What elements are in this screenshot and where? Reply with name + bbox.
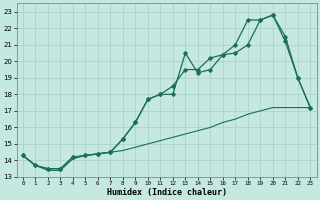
X-axis label: Humidex (Indice chaleur): Humidex (Indice chaleur) bbox=[107, 188, 227, 197]
